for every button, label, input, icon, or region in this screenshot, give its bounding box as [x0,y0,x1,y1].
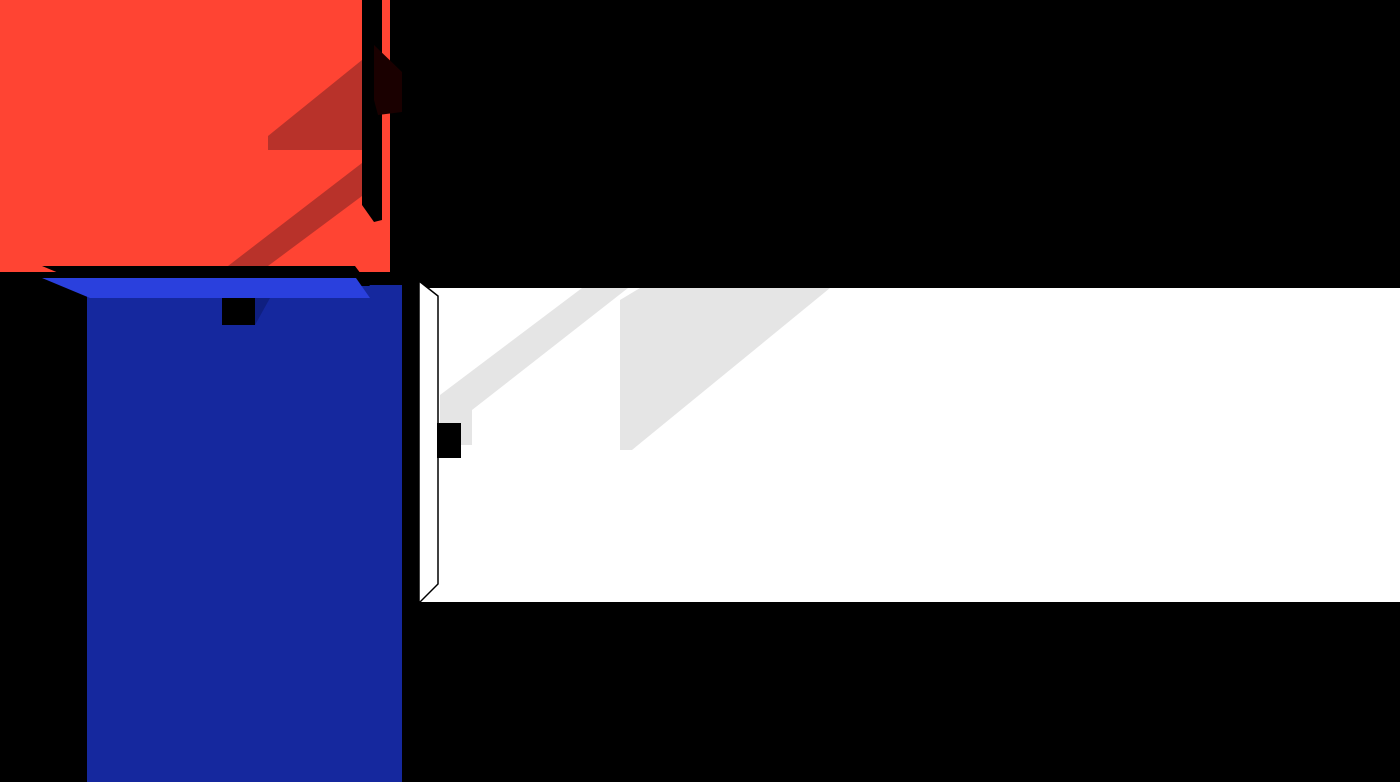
red-shadow [228,163,362,266]
black-wedge [374,45,402,115]
black-square [437,423,461,458]
red-shadow [268,60,362,150]
blue-panel [87,285,402,782]
white-edge [418,279,439,605]
gray-shadow [620,288,830,450]
white-panel [420,288,1400,602]
black-square [222,298,255,325]
blue-shadow [255,298,270,325]
blue-plank [42,278,370,298]
